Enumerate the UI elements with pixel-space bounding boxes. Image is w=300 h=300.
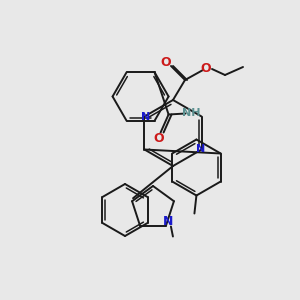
Text: N: N <box>163 215 173 228</box>
Text: N: N <box>196 145 205 154</box>
Text: O: O <box>153 132 164 145</box>
Text: NH: NH <box>182 109 201 118</box>
Text: O: O <box>201 62 211 76</box>
Text: O: O <box>161 56 171 68</box>
Text: N: N <box>141 112 150 122</box>
